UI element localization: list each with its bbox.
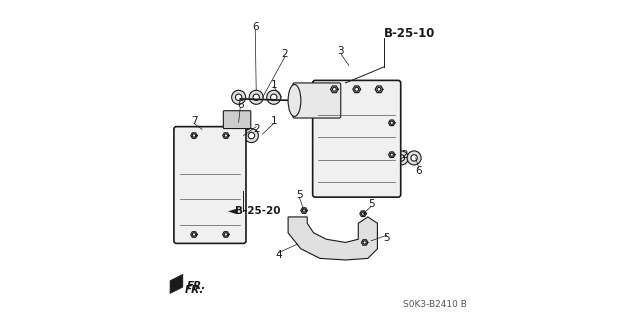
Circle shape — [355, 87, 358, 91]
Text: 3: 3 — [337, 46, 344, 56]
Text: 6: 6 — [252, 22, 259, 32]
FancyBboxPatch shape — [174, 127, 246, 243]
Text: B-25-10: B-25-10 — [384, 27, 435, 40]
Circle shape — [253, 94, 259, 100]
Text: 5: 5 — [296, 189, 303, 200]
FancyBboxPatch shape — [223, 111, 251, 129]
Circle shape — [244, 129, 259, 143]
Polygon shape — [353, 86, 360, 93]
Ellipse shape — [288, 85, 301, 116]
Text: FR.: FR. — [184, 285, 204, 294]
Circle shape — [303, 209, 306, 212]
Polygon shape — [362, 240, 368, 245]
Polygon shape — [375, 86, 383, 93]
Polygon shape — [191, 133, 197, 138]
Text: 5: 5 — [383, 233, 390, 243]
Circle shape — [193, 233, 196, 236]
FancyBboxPatch shape — [293, 83, 340, 118]
Circle shape — [271, 94, 277, 100]
Circle shape — [411, 155, 417, 161]
Circle shape — [267, 90, 281, 104]
Polygon shape — [170, 274, 183, 293]
Circle shape — [249, 90, 263, 104]
Polygon shape — [301, 208, 307, 213]
Polygon shape — [360, 211, 366, 217]
Text: 5: 5 — [368, 199, 374, 209]
Text: ◄B-25-20: ◄B-25-20 — [227, 205, 281, 216]
Circle shape — [363, 241, 366, 244]
Polygon shape — [223, 232, 229, 237]
Circle shape — [234, 117, 239, 122]
Circle shape — [362, 212, 365, 215]
Circle shape — [390, 121, 394, 124]
FancyBboxPatch shape — [313, 80, 401, 197]
Text: 2: 2 — [282, 49, 288, 59]
Circle shape — [228, 117, 233, 122]
Circle shape — [332, 87, 336, 91]
Circle shape — [232, 132, 239, 139]
Polygon shape — [223, 133, 229, 138]
Text: 7: 7 — [191, 116, 197, 126]
Polygon shape — [288, 217, 378, 260]
Circle shape — [296, 228, 306, 238]
Circle shape — [224, 233, 227, 236]
Circle shape — [193, 134, 196, 137]
Circle shape — [224, 134, 227, 137]
Text: 6: 6 — [415, 166, 422, 176]
Circle shape — [228, 129, 243, 143]
Circle shape — [241, 117, 246, 122]
Text: 1: 1 — [271, 116, 277, 126]
Polygon shape — [388, 152, 395, 158]
Circle shape — [407, 151, 421, 165]
Text: 2: 2 — [253, 124, 259, 134]
Polygon shape — [388, 120, 395, 126]
Circle shape — [236, 94, 242, 100]
Text: 6: 6 — [237, 100, 244, 110]
Circle shape — [398, 155, 404, 161]
Text: 1: 1 — [271, 79, 277, 90]
Text: 4: 4 — [275, 250, 282, 260]
Text: S0K3-B2410 B: S0K3-B2410 B — [403, 300, 467, 309]
Polygon shape — [330, 86, 338, 93]
Circle shape — [360, 244, 369, 254]
Circle shape — [394, 151, 408, 165]
Circle shape — [377, 87, 381, 91]
Polygon shape — [191, 232, 197, 237]
Circle shape — [248, 132, 255, 139]
Circle shape — [390, 153, 394, 156]
Text: FR.: FR. — [187, 280, 206, 291]
Text: 2: 2 — [401, 150, 408, 160]
Circle shape — [232, 90, 246, 104]
